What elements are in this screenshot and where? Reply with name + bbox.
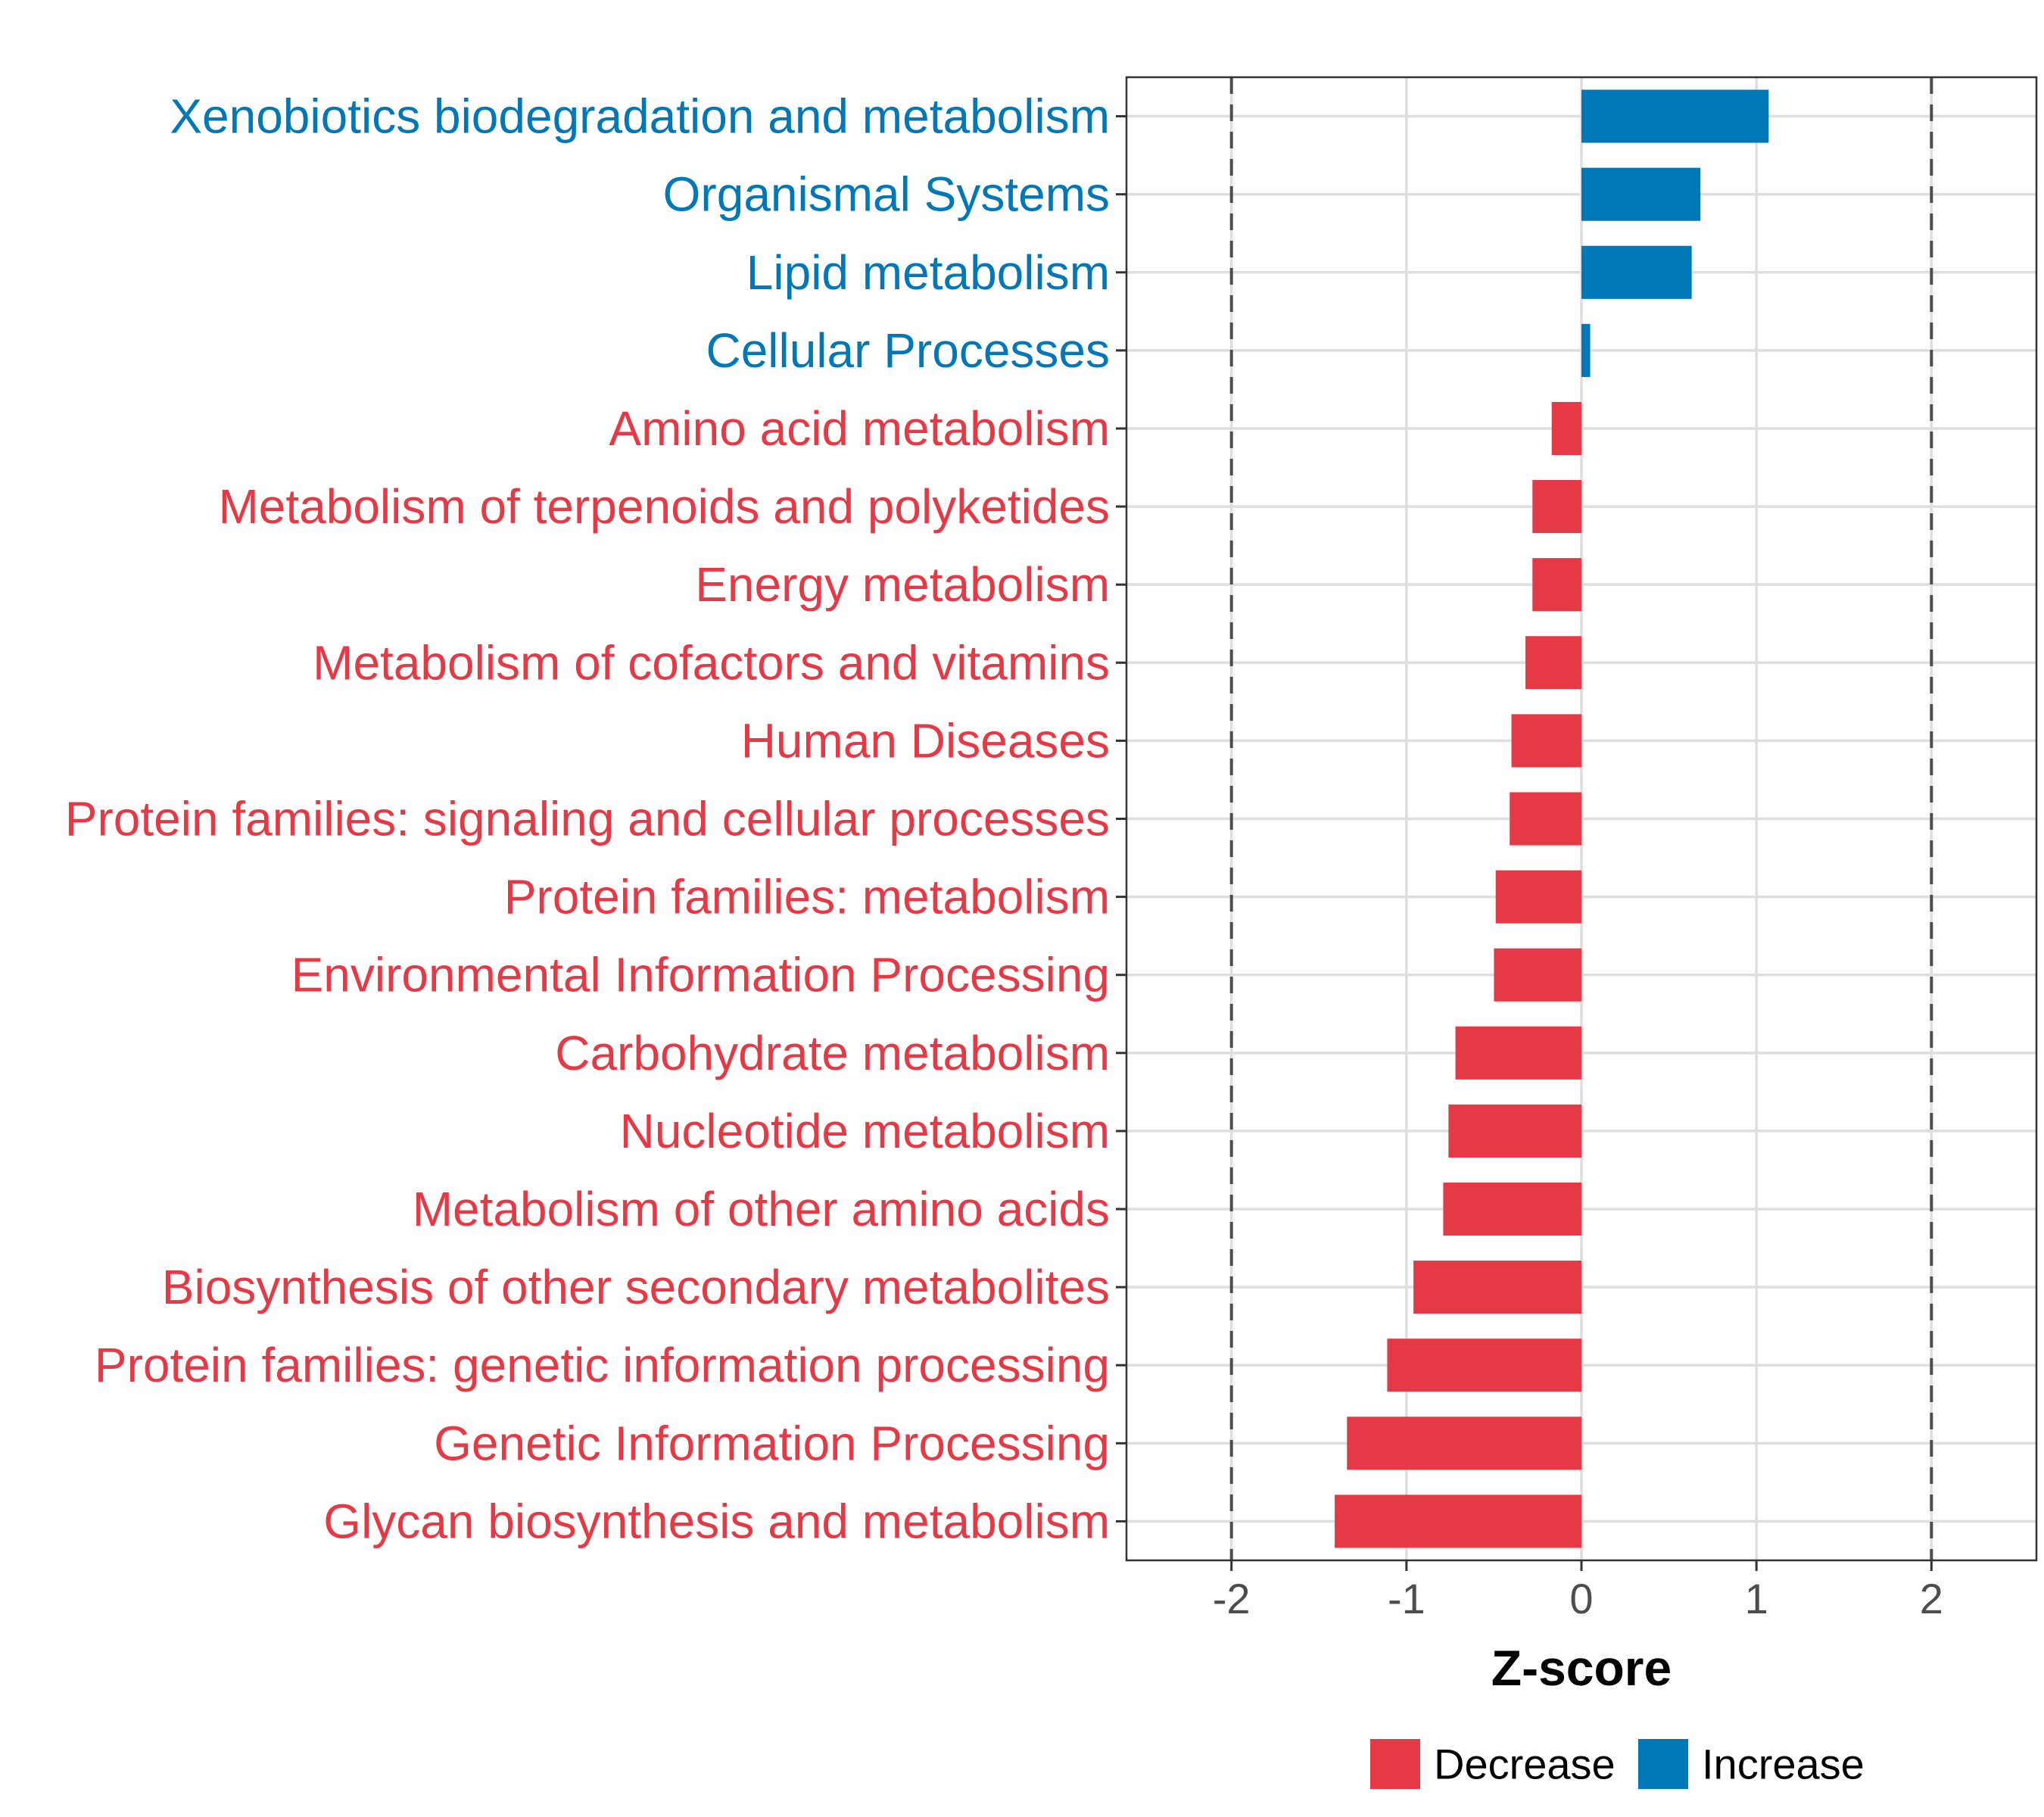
bar [1495, 870, 1581, 924]
category-label: Glycan biosynthesis and metabolism [323, 1494, 1110, 1548]
bar [1581, 167, 1701, 221]
category-label: Protein families: genetic information pr… [95, 1338, 1110, 1392]
bar [1511, 714, 1581, 768]
bar [1525, 636, 1581, 690]
bar [1387, 1339, 1581, 1392]
category-label: Human Diseases [741, 713, 1110, 768]
legend-swatch [1638, 1739, 1688, 1789]
x-tick-label: 2 [1920, 1575, 1943, 1622]
category-label: Organismal Systems [663, 167, 1110, 222]
bar [1581, 89, 1769, 143]
x-axis-title: Z-score [1491, 1640, 1672, 1696]
x-tick-label: -2 [1213, 1575, 1251, 1622]
category-label: Lipid metabolism [746, 245, 1110, 300]
x-tick-label: -1 [1388, 1575, 1426, 1622]
category-label: Environmental Information Processing [291, 948, 1110, 1002]
category-label: Xenobiotics biodegradation and metabolis… [170, 89, 1110, 144]
bar [1532, 558, 1581, 612]
bars [1335, 89, 1769, 1548]
category-label: Metabolism of terpenoids and polyketides [218, 479, 1110, 534]
category-label: Cellular Processes [706, 323, 1110, 378]
legend-label: Increase [1702, 1741, 1865, 1788]
category-labels: Xenobiotics biodegradation and metabolis… [65, 89, 1110, 1549]
bar [1551, 401, 1581, 456]
bar [1494, 948, 1581, 1002]
bar [1532, 480, 1581, 534]
category-label: Metabolism of other amino acids [413, 1182, 1110, 1236]
category-label: Carbohydrate metabolism [555, 1026, 1110, 1080]
bar [1335, 1494, 1581, 1548]
bar [1581, 323, 1591, 377]
bar [1347, 1417, 1581, 1470]
x-tick-label: 1 [1745, 1575, 1768, 1622]
category-label: Biosynthesis of other secondary metaboli… [162, 1260, 1110, 1314]
bar [1455, 1026, 1581, 1080]
bar [1510, 792, 1581, 846]
category-label: Metabolism of cofactors and vitamins [313, 635, 1110, 690]
bar [1448, 1104, 1581, 1158]
legend: Decrease Increase [1370, 1739, 1865, 1789]
category-label: Protein families: signaling and cellular… [65, 792, 1110, 846]
y-axis-ticks [1116, 115, 1126, 1522]
category-label: Nucleotide metabolism [620, 1104, 1110, 1158]
bar [1413, 1261, 1581, 1314]
category-label: Amino acid metabolism [609, 401, 1110, 456]
category-label: Genetic Information Processing [434, 1416, 1110, 1470]
reference-lines [1229, 77, 1933, 1560]
x-axis-ticks: -2 -1 0 1 2 [1213, 1560, 1943, 1622]
bar [1581, 245, 1692, 299]
bar [1443, 1182, 1581, 1236]
legend-label: Decrease [1434, 1741, 1616, 1788]
x-tick-label: 0 [1569, 1575, 1593, 1622]
category-label: Protein families: metabolism [504, 870, 1110, 924]
category-label: Energy metabolism [695, 557, 1110, 612]
legend-swatch [1370, 1739, 1420, 1789]
